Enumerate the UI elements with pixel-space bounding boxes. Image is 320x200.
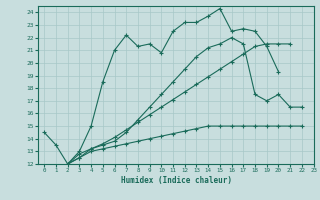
X-axis label: Humidex (Indice chaleur): Humidex (Indice chaleur) <box>121 176 231 185</box>
